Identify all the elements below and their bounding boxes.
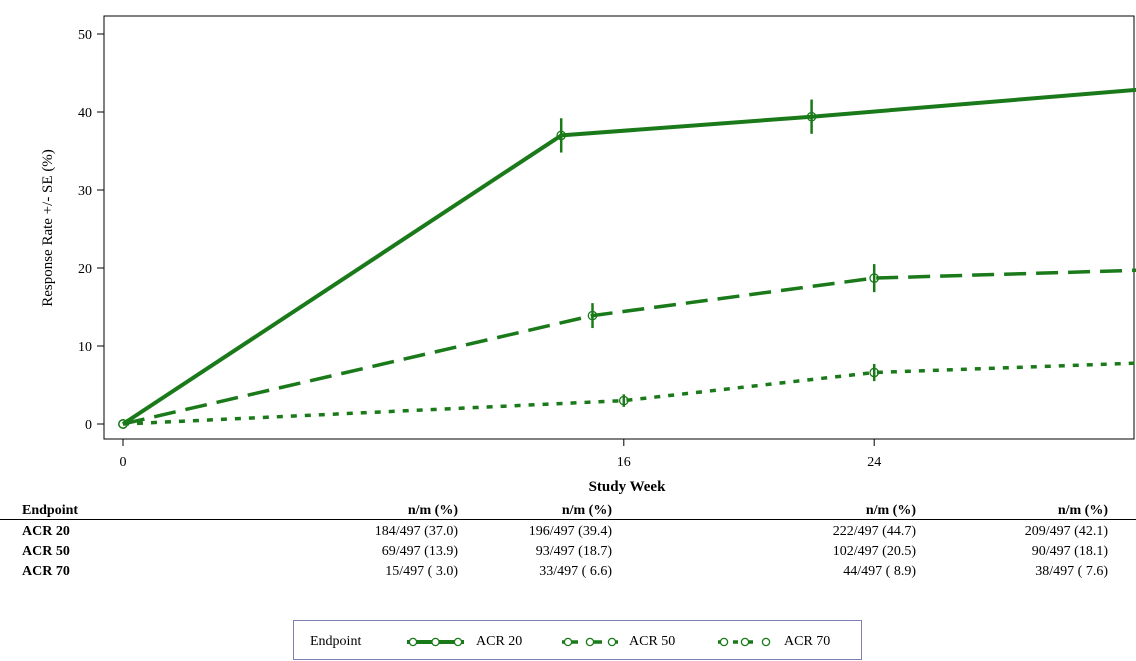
- series-acr-20: [119, 58, 1136, 428]
- table-cell: 222/497 (44.7): [833, 524, 916, 540]
- table-row-label: ACR 50: [22, 544, 70, 560]
- x-axis-title: Study Week: [589, 479, 666, 495]
- y-tick-label: 10: [78, 340, 92, 355]
- series-line: [123, 355, 1136, 424]
- response-table: Endpoint n/m (%) n/m (%) n/m (%) n/m (%) ACR …: [0, 503, 1136, 583]
- table-cell: 93/497 (18.7): [536, 544, 612, 560]
- table-cell: 44/497 ( 8.9): [843, 564, 916, 580]
- table-column-header: n/m (%): [562, 503, 612, 519]
- y-tick-label: 40: [78, 106, 92, 121]
- legend-label-acr50: ACR 50: [629, 634, 675, 650]
- table-header-endpoint: Endpoint: [22, 503, 78, 519]
- y-tick-label: 0: [85, 418, 92, 433]
- x-tick-label: 16: [617, 455, 631, 470]
- legend-swatch-marker: [762, 638, 769, 645]
- legend-swatch-marker: [720, 638, 727, 645]
- series-acr-70: [119, 344, 1136, 428]
- legend-swatch-marker: [454, 638, 461, 645]
- y-axis-title: Response Rate +/- SE (%): [40, 149, 56, 307]
- x-axis: 016244052: [120, 439, 1136, 470]
- x-tick-label: 0: [120, 455, 127, 470]
- legend-swatch-marker: [741, 638, 748, 645]
- legend-swatch-marker: [586, 638, 593, 645]
- table-cell: 184/497 (37.0): [375, 524, 458, 540]
- table-cell: 15/497 ( 3.0): [385, 564, 458, 580]
- table-row-label: ACR 20: [22, 524, 70, 540]
- table-cell: 102/497 (20.5): [833, 544, 916, 560]
- table-column-header: n/m (%): [1058, 503, 1108, 519]
- legend-swatch-marker: [608, 638, 615, 645]
- table-cell: 196/497 (39.4): [529, 524, 612, 540]
- y-tick-label: 30: [78, 184, 92, 199]
- y-tick-label: 20: [78, 262, 92, 277]
- legend-swatch-marker: [409, 638, 416, 645]
- plot-frame: [104, 16, 1134, 439]
- x-tick-label: 24: [867, 455, 881, 470]
- table-cell: 69/497 (13.9): [382, 544, 458, 560]
- legend-swatch-marker: [564, 638, 571, 645]
- table-column-header: n/m (%): [866, 503, 916, 519]
- table-cell: 33/497 ( 6.6): [539, 564, 612, 580]
- table-cell: 38/497 ( 7.6): [1035, 564, 1108, 580]
- table-row-label: ACR 70: [22, 564, 70, 580]
- legend-swatches: [294, 621, 863, 661]
- chart-legend: Endpoint ACR 20 ACR 50 ACR 70: [293, 620, 862, 660]
- y-tick-label: 50: [78, 28, 92, 43]
- table-cell: 209/497 (42.1): [1025, 524, 1108, 540]
- legend-label-acr20: ACR 20: [476, 634, 522, 650]
- table-column-header: n/m (%): [408, 503, 458, 519]
- table-cell: 90/497 (18.1): [1032, 544, 1108, 560]
- legend-label-acr70: ACR 70: [784, 634, 830, 650]
- series-line: [123, 75, 1136, 424]
- series-layer: [119, 58, 1136, 428]
- legend-swatch-marker: [432, 638, 439, 645]
- y-axis: 0 10 20 30 40 50: [78, 28, 104, 433]
